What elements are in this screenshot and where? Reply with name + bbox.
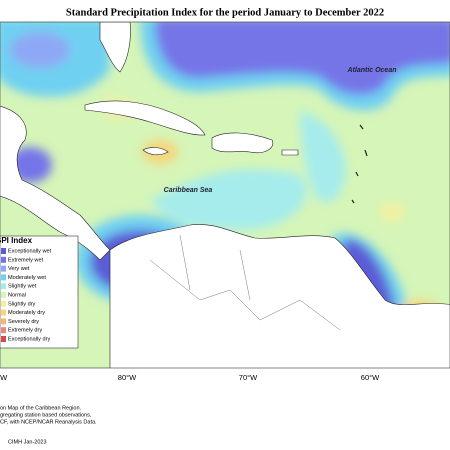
legend-label: Severely dry bbox=[8, 319, 39, 325]
map: Atlantic Ocean Caribbean Sea SPI Index E… bbox=[0, 22, 450, 368]
hispaniola bbox=[211, 132, 274, 153]
legend-swatch bbox=[1, 300, 6, 307]
legend-swatch bbox=[1, 256, 6, 263]
footer-line: CF, with NCEP/NCAR Reanalysis Data. bbox=[0, 419, 97, 425]
florida bbox=[99, 22, 131, 73]
legend-label: Slightly dry bbox=[8, 301, 36, 307]
longitude-label: 80°W bbox=[118, 373, 137, 382]
longitude-label: 60°W bbox=[361, 373, 380, 382]
jamaica bbox=[142, 147, 169, 156]
cuba bbox=[84, 100, 206, 136]
legend-title: SPI Index bbox=[0, 236, 33, 245]
legend-swatch bbox=[1, 336, 6, 342]
legend-swatch bbox=[1, 327, 6, 334]
legend-swatch bbox=[1, 309, 6, 316]
borders bbox=[149, 234, 341, 331]
legend-swatch bbox=[1, 248, 6, 254]
legend-label: Moderately dry bbox=[8, 310, 45, 316]
puerto-rico bbox=[281, 149, 299, 156]
legend-label: Exceptionally wet bbox=[8, 248, 52, 254]
legend-swatch bbox=[1, 283, 6, 290]
title: Standard Precipitation Index for the per… bbox=[66, 7, 384, 18]
lesser-antilles bbox=[351, 124, 368, 204]
sea-label: Caribbean Sea bbox=[164, 187, 213, 194]
legend-swatch bbox=[1, 292, 6, 298]
central-america bbox=[0, 106, 111, 261]
legend: SPI Index Exceptionally wet Extremely wet… bbox=[0, 235, 79, 349]
legend-label: Extremely wet bbox=[8, 257, 44, 263]
credit: CIMH Jan-2023 bbox=[8, 439, 47, 445]
footer-line: on Map of the Caribbean Region. bbox=[0, 405, 81, 411]
legend-swatch bbox=[1, 274, 6, 281]
legend-box bbox=[0, 235, 79, 349]
longitude-label: 90°W bbox=[0, 373, 8, 382]
footer-line: gregating station based observations, bbox=[0, 412, 92, 418]
legend-swatch bbox=[1, 318, 6, 325]
ocean-label: Atlantic Ocean bbox=[346, 67, 396, 74]
legend-label: Slightly wet bbox=[8, 284, 37, 290]
longitude-label: 70°W bbox=[239, 373, 258, 382]
south-america bbox=[109, 224, 450, 368]
map-frame bbox=[0, 21, 450, 369]
legend-label: Very wet bbox=[8, 266, 30, 272]
legend-label: Extremely dry bbox=[8, 328, 42, 334]
legend-label: Exceptionally dry bbox=[8, 336, 50, 342]
legend-label: Moderately wet bbox=[8, 275, 46, 281]
legend-label: Normal bbox=[8, 292, 26, 298]
legend-swatch bbox=[1, 265, 6, 272]
